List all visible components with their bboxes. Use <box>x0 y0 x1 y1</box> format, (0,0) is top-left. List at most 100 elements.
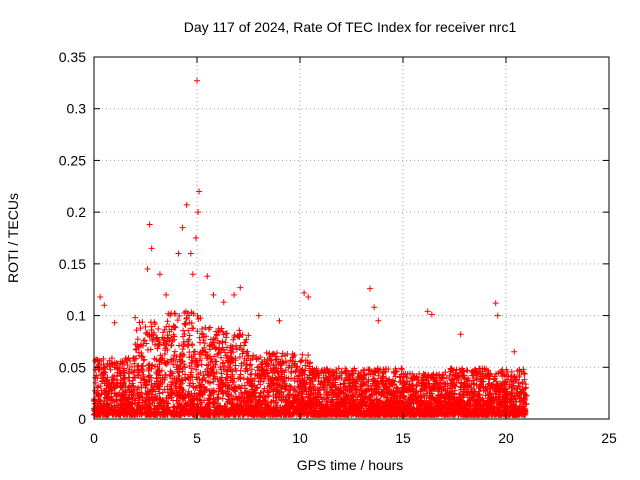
data-point <box>194 328 201 335</box>
data-point <box>211 344 218 351</box>
data-point <box>161 386 168 393</box>
data-point <box>124 356 131 363</box>
data-point <box>134 363 141 370</box>
data-point <box>427 394 434 401</box>
data-point <box>170 361 177 368</box>
data-point <box>122 355 129 362</box>
data-point <box>170 397 177 404</box>
data-point <box>139 319 146 326</box>
data-point <box>457 383 464 390</box>
data-point <box>180 327 187 334</box>
data-point <box>141 356 148 363</box>
data-point <box>132 346 139 353</box>
data-point <box>383 381 390 388</box>
data-point <box>298 357 305 364</box>
data-point <box>140 337 147 344</box>
data-point <box>483 388 490 395</box>
data-point <box>168 326 175 333</box>
data-point <box>198 351 205 358</box>
data-point <box>365 367 372 374</box>
data-point <box>396 379 403 386</box>
data-point <box>279 350 286 357</box>
data-point <box>247 371 254 378</box>
data-point <box>238 362 245 369</box>
data-point <box>213 369 220 376</box>
data-point <box>514 367 521 374</box>
data-point <box>288 368 295 375</box>
data-point <box>265 389 272 396</box>
data-point <box>147 386 154 393</box>
data-point <box>272 364 279 371</box>
data-point <box>149 387 156 394</box>
data-point <box>146 361 153 368</box>
data-point <box>286 390 293 397</box>
data-point <box>270 387 277 394</box>
data-point <box>180 386 187 393</box>
data-point <box>287 375 294 382</box>
data-point <box>138 341 145 348</box>
data-point <box>375 368 382 375</box>
data-point <box>198 330 205 337</box>
data-point <box>176 342 183 349</box>
data-point <box>218 354 225 361</box>
data-point <box>232 355 239 362</box>
data-point <box>99 377 106 384</box>
data-point <box>177 363 184 370</box>
data-point <box>200 337 207 344</box>
data-point <box>217 364 224 371</box>
data-point <box>176 312 183 319</box>
data-point <box>270 361 277 368</box>
data-point <box>162 347 169 354</box>
data-points <box>91 77 530 418</box>
data-point <box>214 337 221 344</box>
data-point <box>231 332 238 339</box>
data-point <box>248 366 255 373</box>
data-point <box>299 351 306 358</box>
data-point <box>119 400 126 407</box>
data-point <box>200 372 207 379</box>
data-point <box>139 353 146 360</box>
data-point <box>521 370 528 377</box>
data-point <box>268 398 275 405</box>
data-point <box>244 394 251 401</box>
data-point <box>175 373 182 380</box>
data-point <box>205 361 212 368</box>
data-point <box>94 375 101 382</box>
data-point <box>150 336 157 343</box>
data-point <box>398 365 405 372</box>
data-point <box>116 396 123 403</box>
data-point <box>294 363 301 370</box>
data-point <box>222 339 229 346</box>
data-point <box>264 369 271 376</box>
data-point <box>149 361 156 368</box>
data-point <box>138 383 145 390</box>
data-point <box>509 384 516 391</box>
data-point <box>261 385 268 392</box>
data-point <box>137 375 144 382</box>
data-point <box>358 369 365 376</box>
data-point <box>257 378 264 385</box>
data-point <box>151 341 158 348</box>
data-point <box>230 336 237 343</box>
data-point <box>236 327 243 334</box>
data-point <box>152 388 159 395</box>
data-point <box>174 317 181 324</box>
data-point <box>323 365 330 372</box>
data-point <box>380 381 387 388</box>
data-point <box>179 368 186 375</box>
data-point <box>133 345 140 352</box>
data-point <box>171 375 178 382</box>
data-point <box>126 374 133 381</box>
data-point <box>213 345 220 352</box>
data-point <box>160 339 167 346</box>
data-point <box>425 380 432 387</box>
data-point <box>268 357 275 364</box>
data-point <box>236 345 243 352</box>
data-point <box>245 332 252 339</box>
data-point <box>202 386 209 393</box>
data-point <box>164 359 171 366</box>
data-point <box>219 395 226 402</box>
data-point <box>215 350 222 357</box>
data-point <box>326 369 333 376</box>
data-point <box>186 332 193 339</box>
